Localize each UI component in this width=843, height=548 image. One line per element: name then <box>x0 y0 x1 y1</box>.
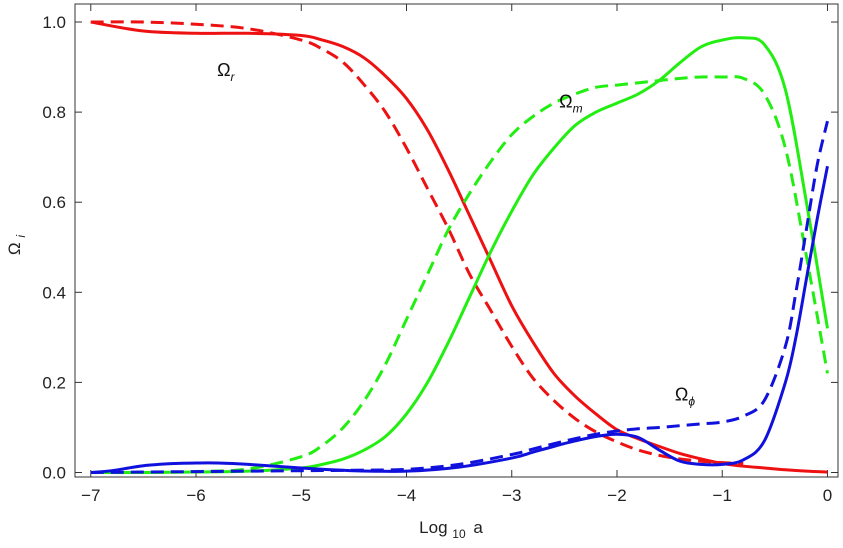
x-axis-title: Log 10 a <box>419 518 483 542</box>
annotation-sub: ϕ <box>688 394 695 408</box>
x-tick-label: −3 <box>502 486 521 505</box>
series-line-phi_dashed <box>90 120 829 474</box>
x-tick-label: −5 <box>292 486 311 505</box>
y-axis-title: Ω i <box>5 235 28 255</box>
series-line-m_solid <box>90 36 829 475</box>
annotation-main: Ω <box>559 92 572 112</box>
x-axis-title-tail: a <box>473 518 483 537</box>
series-line-r_dashed <box>90 20 744 465</box>
series-line-phi_solid <box>90 165 829 474</box>
x-tick-label: −6 <box>186 486 205 505</box>
plot-frame <box>74 3 839 478</box>
tick-group: −7 −6 −5 −4 −3 −2 −1 0 0.0 0.2 0.4 0.6 0.8 1.0 <box>42 4 838 505</box>
series-line-m_dashed <box>90 75 829 475</box>
y-tick-label: 0.8 <box>42 103 66 122</box>
y-axis-title-main: Ω <box>5 242 24 255</box>
series-line-r_solid <box>90 20 828 474</box>
y-tick-label: 0.6 <box>42 193 66 212</box>
series-annotation: Ωm <box>559 92 582 116</box>
annotation-sub: m <box>573 102 583 116</box>
annotation-main: Ω <box>675 384 688 404</box>
x-axis-title-main: Log <box>419 518 447 537</box>
x-tick-label: −4 <box>397 486 416 505</box>
y-tick-label: 0.2 <box>42 373 66 392</box>
series-group <box>90 20 829 475</box>
x-tick-label: −2 <box>607 486 626 505</box>
x-tick-label: −7 <box>81 486 100 505</box>
annotation-main: Ω <box>217 60 230 80</box>
y-tick-label: 0.4 <box>42 283 66 302</box>
x-tick-label: −1 <box>713 486 732 505</box>
series-annotation: Ωϕ <box>675 384 695 408</box>
y-axis-title-sub: i <box>14 235 28 238</box>
series-annotation: Ωr <box>217 60 235 84</box>
x-tick-label: 0 <box>823 486 832 505</box>
y-tick-label: 1.0 <box>42 13 66 32</box>
x-axis-title-sub: 10 <box>452 527 466 541</box>
y-tick-label: 0.0 <box>42 463 66 482</box>
annotation-sub: r <box>231 70 236 84</box>
